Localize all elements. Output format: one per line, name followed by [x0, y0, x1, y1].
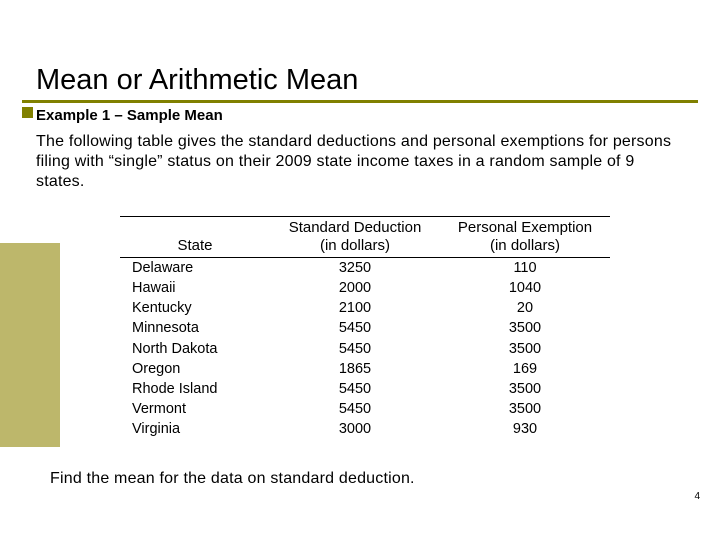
cell-state: Oregon — [120, 359, 270, 379]
cell-stdded: 5450 — [270, 379, 440, 399]
table-row: Minnesota54503500 — [120, 318, 610, 338]
cell-exemp: 3500 — [440, 399, 610, 419]
cell-state: Hawaii — [120, 278, 270, 298]
title-underline — [22, 100, 698, 103]
col-header-stdded: Standard Deduction (in dollars) — [270, 217, 440, 258]
table-row: Vermont54503500 — [120, 399, 610, 419]
cell-state: Vermont — [120, 399, 270, 419]
cell-state: Minnesota — [120, 318, 270, 338]
col-header-stdded-l2: (in dollars) — [320, 237, 390, 254]
cell-stdded: 5450 — [270, 318, 440, 338]
cell-state: Kentucky — [120, 298, 270, 318]
col-header-exemp-l1: Personal Exemption — [458, 219, 592, 236]
cell-stdded: 3250 — [270, 258, 440, 279]
cell-stdded: 2100 — [270, 298, 440, 318]
cell-stdded: 1865 — [270, 359, 440, 379]
col-header-exemp-l2: (in dollars) — [490, 237, 560, 254]
page-number: 4 — [694, 491, 700, 502]
table-row: North Dakota54503500 — [120, 339, 610, 359]
table-row: Delaware3250110 — [120, 258, 610, 279]
intro-paragraph: The following table gives the standard d… — [36, 132, 676, 192]
col-header-state-text: State — [177, 237, 212, 254]
slide-title: Mean or Arithmetic Mean — [36, 64, 358, 97]
bullet-square — [22, 107, 33, 118]
cell-exemp: 110 — [440, 258, 610, 279]
table-row: Kentucky210020 — [120, 298, 610, 318]
cell-exemp: 3500 — [440, 379, 610, 399]
cell-exemp: 3500 — [440, 318, 610, 338]
cell-stdded: 5450 — [270, 339, 440, 359]
cell-exemp: 20 — [440, 298, 610, 318]
table-row: Hawaii20001040 — [120, 278, 610, 298]
cell-exemp: 169 — [440, 359, 610, 379]
col-header-stdded-l1: Standard Deduction — [289, 219, 422, 236]
left-accent-bar — [0, 243, 60, 447]
cell-stdded: 2000 — [270, 278, 440, 298]
cell-exemp: 1040 — [440, 278, 610, 298]
table-row: Oregon1865169 — [120, 359, 610, 379]
cell-state: Rhode Island — [120, 379, 270, 399]
cell-stdded: 5450 — [270, 399, 440, 419]
table-row: Virginia3000930 — [120, 419, 610, 439]
cell-state: Virginia — [120, 419, 270, 439]
question-prompt: Find the mean for the data on standard d… — [50, 470, 415, 488]
cell-state: Delaware — [120, 258, 270, 279]
data-table: State Standard Deduction (in dollars) Pe… — [120, 216, 610, 439]
table-row: Rhode Island54503500 — [120, 379, 610, 399]
cell-stdded: 3000 — [270, 419, 440, 439]
cell-exemp: 3500 — [440, 339, 610, 359]
example-subtitle: Example 1 – Sample Mean — [36, 107, 223, 124]
col-header-state: State — [120, 217, 270, 258]
cell-state: North Dakota — [120, 339, 270, 359]
cell-exemp: 930 — [440, 419, 610, 439]
col-header-exemp: Personal Exemption (in dollars) — [440, 217, 610, 258]
